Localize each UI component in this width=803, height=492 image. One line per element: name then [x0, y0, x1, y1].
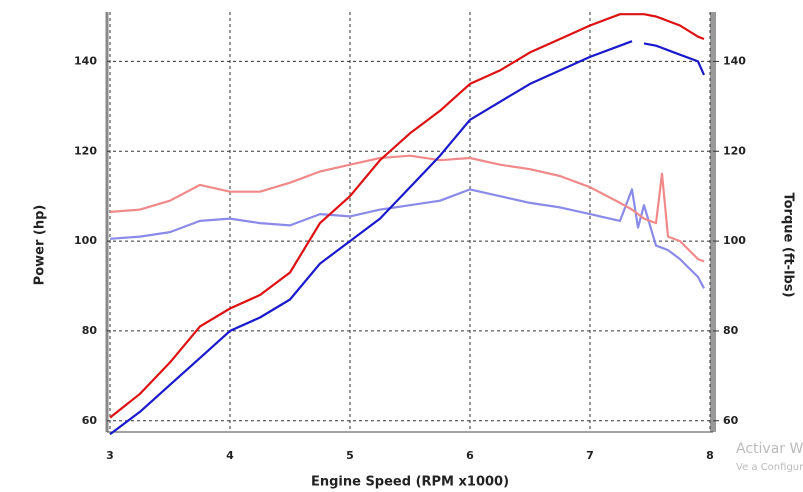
- y-tick-label: 60: [82, 414, 98, 427]
- y2-tick-label: 140: [723, 54, 746, 67]
- x-tick-label: 8: [706, 449, 714, 462]
- x-axis-label: Engine Speed (RPM x1000): [311, 475, 509, 490]
- y-tick-label: 120: [74, 144, 97, 157]
- x-tick-label: 3: [106, 449, 114, 462]
- y-axis-label: Power (hp): [33, 205, 48, 286]
- y2-tick-label: 100: [723, 234, 746, 247]
- x-tick-label: 4: [226, 449, 234, 462]
- x-tick-label: 6: [466, 449, 474, 462]
- overlay-text: Ve a Configur: [736, 462, 803, 473]
- y2-axis-label: Torque (ft-lbs): [781, 192, 796, 297]
- y-tick-label: 80: [82, 324, 98, 337]
- overlay-text: Activar Wi: [736, 441, 803, 457]
- data-line: [109, 188, 705, 289]
- y2-tick-label: 120: [723, 144, 746, 157]
- data-line: [109, 40, 706, 436]
- data-line: [109, 13, 705, 419]
- y2-tick-label: 80: [723, 324, 739, 337]
- x-tick-label: 5: [346, 449, 354, 462]
- data-line: [109, 154, 705, 263]
- y2-tick-label: 60: [723, 414, 739, 427]
- x-tick-label: 7: [586, 449, 594, 462]
- y-tick-label: 140: [74, 54, 97, 67]
- y-tick-label: 100: [74, 234, 97, 247]
